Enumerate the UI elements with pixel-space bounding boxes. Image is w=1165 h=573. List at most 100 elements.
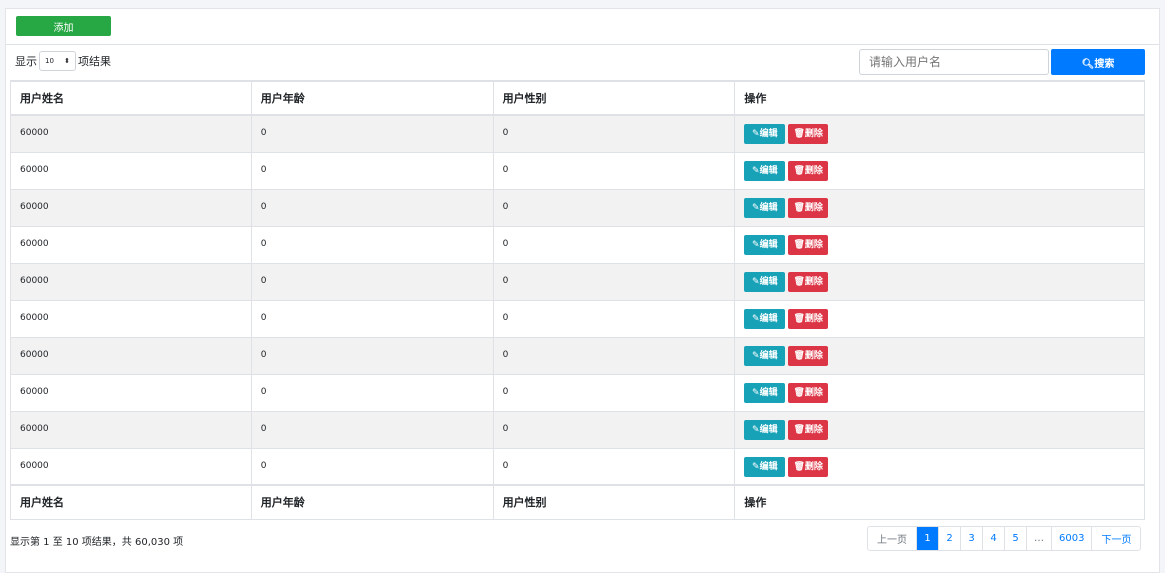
page-button[interactable]: 4	[982, 527, 1004, 550]
actions-cell: ✎编辑 🗑︎删除	[734, 447, 1145, 486]
search-button-label: 搜索	[1094, 58, 1115, 70]
actions-cell: ✎编辑 🗑︎删除	[734, 188, 1145, 227]
edit-button[interactable]: ✎编辑	[744, 382, 786, 403]
column-header[interactable]: 用户年龄	[250, 80, 494, 116]
edit-button[interactable]: ✎编辑	[744, 234, 786, 255]
pencil-icon: ✎	[752, 165, 760, 176]
table-cell: 0	[250, 447, 494, 486]
delete-button[interactable]: 🗑︎删除	[788, 197, 829, 218]
column-header[interactable]: 用户姓名	[10, 80, 252, 116]
pencil-icon: ✎	[752, 461, 760, 472]
edit-button[interactable]: ✎编辑	[744, 419, 786, 440]
delete-label: 删除	[804, 202, 823, 213]
table-cell: 60000	[10, 151, 252, 190]
table-cell: 0	[492, 225, 736, 264]
pencil-icon: ✎	[752, 202, 760, 213]
delete-button[interactable]: 🗑︎删除	[788, 419, 829, 440]
column-header[interactable]: 用户性别	[492, 80, 736, 116]
column-header[interactable]: 用户性别	[492, 484, 736, 520]
edit-label: 编辑	[759, 165, 778, 176]
page-button[interactable]: 2	[938, 527, 960, 550]
delete-label: 删除	[804, 461, 823, 472]
table-cell: 0	[492, 262, 736, 301]
edit-label: 编辑	[759, 129, 778, 139]
table-row: 60000 0 0 ✎编辑 🗑︎删除	[10, 262, 1145, 301]
delete-label: 删除	[804, 165, 823, 176]
page-length-select[interactable]: 10 ⬍	[39, 51, 76, 71]
table-cell: 0	[250, 299, 494, 338]
delete-label: 删除	[804, 129, 823, 139]
edit-label: 编辑	[759, 313, 778, 324]
edit-label: 编辑	[759, 350, 778, 361]
column-header[interactable]: 用户姓名	[10, 484, 252, 520]
actions-cell: ✎编辑 🗑︎删除	[734, 373, 1145, 412]
edit-button[interactable]: ✎编辑	[744, 271, 786, 292]
search-icon: 🔍︎	[1081, 58, 1095, 70]
pencil-icon: ✎	[752, 350, 760, 361]
table-cell: 0	[492, 336, 736, 375]
length-prefix: 显示	[15, 55, 37, 68]
table-cell: 0	[250, 188, 494, 227]
table-cell: 0	[492, 373, 736, 412]
sort-arrows-icon: ⬍	[64, 57, 70, 65]
delete-label: 删除	[804, 239, 823, 250]
table-cell: 60000	[10, 410, 252, 449]
edit-button[interactable]: ✎编辑	[744, 308, 786, 329]
trash-icon: 🗑︎	[793, 276, 805, 287]
actions-cell: ✎编辑 🗑︎删除	[734, 225, 1145, 264]
page-button[interactable]: 5	[1004, 527, 1026, 550]
delete-label: 删除	[804, 313, 823, 324]
table-cell: 0	[492, 188, 736, 227]
table-cell: 0	[492, 114, 736, 153]
edit-label: 编辑	[759, 387, 778, 398]
actions-cell: ✎编辑 🗑︎删除	[734, 151, 1145, 190]
delete-button[interactable]: 🗑︎删除	[788, 345, 829, 366]
page-button[interactable]: 1	[916, 527, 938, 550]
edit-button[interactable]: ✎编辑	[744, 345, 786, 366]
delete-label: 删除	[804, 387, 823, 398]
pagination: 上一页 1 2 3 4 5… 6003 下一页	[867, 526, 1142, 551]
pencil-icon: ✎	[752, 313, 760, 324]
next-page-button[interactable]: 下一页	[1091, 527, 1140, 550]
table-cell: 0	[250, 225, 494, 264]
actions-cell: ✎编辑 🗑︎删除	[734, 114, 1145, 153]
actions-cell: ✎编辑 🗑︎删除	[734, 262, 1145, 301]
column-header[interactable]: 操作	[734, 80, 1145, 116]
table-cell: 0	[250, 151, 494, 190]
table-cell: 60000	[10, 225, 252, 264]
table-cell: 60000	[10, 262, 252, 301]
add-button[interactable]: 添加	[16, 16, 111, 36]
edit-button[interactable]: ✎编辑	[744, 124, 786, 144]
table-cell: 0	[250, 262, 494, 301]
edit-label: 编辑	[759, 202, 778, 213]
edit-button[interactable]: ✎编辑	[744, 456, 786, 477]
pencil-icon: ✎	[752, 239, 760, 250]
delete-button[interactable]: 🗑︎删除	[788, 160, 829, 181]
search-button[interactable]: 🔍︎搜索	[1051, 49, 1145, 75]
pencil-icon: ✎	[752, 276, 760, 287]
edit-button[interactable]: ✎编辑	[744, 197, 786, 218]
delete-button[interactable]: 🗑︎删除	[788, 271, 829, 292]
page-button[interactable]: 3	[960, 527, 982, 550]
delete-button[interactable]: 🗑︎删除	[788, 382, 829, 403]
actions-cell: ✎编辑 🗑︎删除	[734, 336, 1145, 375]
edit-label: 编辑	[759, 461, 778, 472]
page-length-value: 10	[45, 57, 54, 65]
actions-cell: ✎编辑 🗑︎删除	[734, 410, 1145, 449]
trash-icon: 🗑︎	[793, 129, 805, 139]
prev-page-button[interactable]: 上一页	[877, 535, 907, 546]
delete-button[interactable]: 🗑︎删除	[788, 308, 829, 329]
delete-button[interactable]: 🗑︎删除	[788, 234, 829, 255]
search-input[interactable]	[859, 49, 1049, 75]
table-row: 60000 0 0 ✎编辑 🗑︎删除	[10, 447, 1145, 486]
table-row: 60000 0 0 ✎编辑 🗑︎删除	[10, 410, 1145, 449]
table-row: 60000 0 0 ✎编辑 🗑︎删除	[10, 188, 1145, 227]
delete-button[interactable]: 🗑︎删除	[788, 124, 829, 144]
delete-button[interactable]: 🗑︎删除	[788, 456, 829, 477]
table-cell: 0	[250, 336, 494, 375]
column-header[interactable]: 操作	[734, 484, 1145, 520]
edit-label: 编辑	[759, 424, 778, 435]
page-button[interactable]: 6003	[1051, 527, 1091, 550]
edit-button[interactable]: ✎编辑	[744, 160, 786, 181]
column-header[interactable]: 用户年龄	[250, 484, 494, 520]
